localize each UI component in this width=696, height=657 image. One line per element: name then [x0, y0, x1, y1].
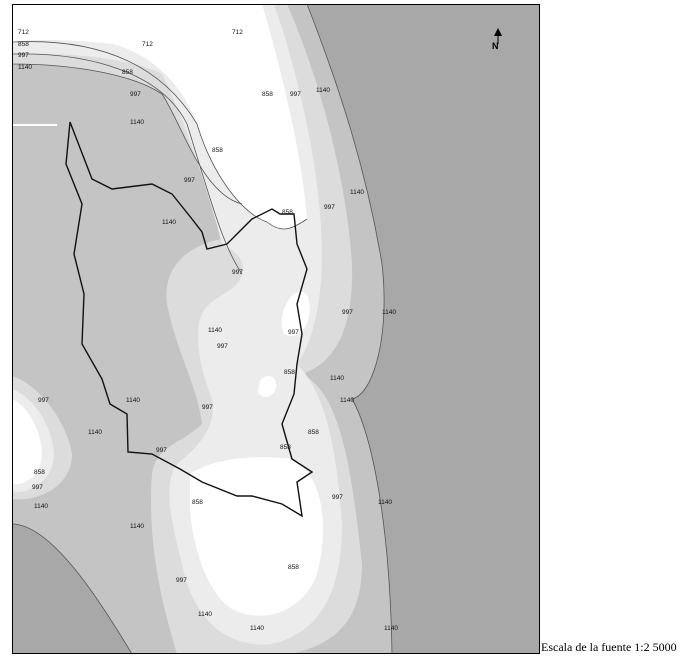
contour-label: 997 [184, 177, 195, 184]
contour-label: 1140 [350, 189, 364, 196]
watershed-boundary [65, 121, 314, 518]
contour-label: 858 [18, 41, 29, 48]
contour-label: 997 [38, 397, 49, 404]
zone-below-712-hole-2 [258, 375, 277, 397]
contour-label: 997 [202, 404, 213, 411]
contour-label: 997 [176, 577, 187, 584]
contour-label: 858 [282, 209, 293, 216]
contour-label: 1140 [208, 327, 222, 334]
contour-labels: 712 712 712 858 858 858 858 858 858 858 … [18, 29, 398, 632]
contour-label: 997 [290, 91, 301, 98]
contour-label: 1140 [382, 309, 396, 316]
contour-line-858 [12, 53, 243, 275]
contour-label: 712 [18, 29, 29, 36]
contour-line-1140-west [12, 523, 133, 654]
contour-label: 997 [130, 91, 141, 98]
zone-below-712-hole-1 [281, 291, 310, 336]
contour-label: 858 [284, 369, 295, 376]
zone-997-blob [173, 422, 182, 434]
north-label: N [492, 41, 499, 51]
contour-label: 1140 [126, 397, 140, 404]
contour-label: 997 [32, 484, 43, 491]
contour-label: 997 [232, 269, 243, 276]
contour-label: 858 [212, 147, 223, 154]
contour-label: 858 [262, 91, 273, 98]
contour-label: 1140 [198, 611, 212, 618]
map-canvas: 712 712 712 858 858 858 858 858 858 858 … [12, 4, 540, 654]
contour-label: 858 [280, 444, 291, 451]
contour-label: 1140 [130, 523, 144, 530]
contour-label: 1140 [340, 397, 354, 404]
contour-label: 997 [217, 343, 228, 350]
contour-label: 1140 [162, 219, 176, 226]
contour-label: 1140 [18, 64, 32, 71]
contour-label: 712 [142, 41, 153, 48]
contour-label: 997 [324, 204, 335, 211]
contour-line-1140 [306, 4, 393, 654]
contour-label: 997 [288, 329, 299, 336]
contour-label: 712 [232, 29, 243, 36]
contour-label: 858 [34, 469, 45, 476]
contour-label: 1140 [384, 625, 398, 632]
contour-label: 1140 [34, 503, 48, 510]
contour-label: 1140 [316, 87, 330, 94]
zone-below-712-south [190, 457, 324, 616]
contour-label: 997 [156, 447, 167, 454]
map-border [12, 4, 540, 654]
contour-line-997 [12, 63, 243, 205]
contour-label: 1140 [88, 429, 102, 436]
contour-label: 1140 [330, 375, 344, 382]
contour-label: 1140 [250, 625, 264, 632]
zone-below-712-left [12, 399, 42, 485]
scale-caption: Escala de la fuente 1:2 5000 [541, 640, 677, 654]
contour-label: 858 [122, 69, 133, 76]
isoline-map: 712 712 712 858 858 858 858 858 858 858 … [12, 4, 688, 654]
contour-label: 858 [308, 429, 319, 436]
contour-lines [12, 4, 393, 654]
contour-label: 1140 [130, 119, 144, 126]
contour-label: 1140 [378, 499, 392, 506]
contour-label: 858 [288, 564, 299, 571]
contour-label: 997 [332, 494, 343, 501]
contour-label: 858 [192, 499, 203, 506]
contour-label: 997 [342, 309, 353, 316]
contour-label: 997 [18, 52, 29, 59]
north-arrow-icon: N [492, 28, 502, 51]
zone-below-712-top [12, 4, 307, 230]
contour-line-712 [12, 41, 308, 230]
